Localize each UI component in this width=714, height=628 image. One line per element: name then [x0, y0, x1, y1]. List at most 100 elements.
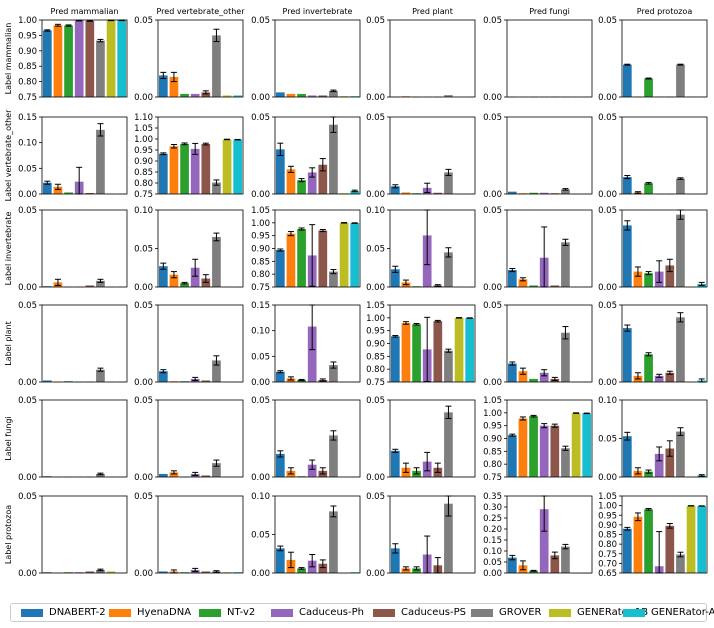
- y-tick-label: 0.85: [18, 62, 37, 72]
- bar: [318, 230, 328, 287]
- legend-swatch: [21, 608, 43, 617]
- bar: [329, 90, 338, 97]
- y-tick-label: 0.00: [18, 569, 37, 579]
- bar: [676, 554, 685, 573]
- y-tick-label: 0.00: [251, 378, 270, 388]
- panel-frame: [157, 495, 244, 574]
- bar: [676, 178, 685, 194]
- y-tick-label: 0.05: [18, 206, 37, 216]
- bar: [96, 369, 105, 382]
- y-tick-label: 0.00: [366, 473, 385, 483]
- bar: [518, 418, 528, 477]
- panel-frame: [41, 19, 128, 98]
- bar: [169, 146, 179, 194]
- y-tick-label: 0.00: [483, 283, 502, 293]
- bar: [169, 472, 179, 477]
- bar: [318, 95, 328, 97]
- y-tick-label: 0.00: [18, 283, 37, 293]
- bar: [53, 186, 63, 194]
- y-tick-label: 0.00: [366, 283, 385, 293]
- bar: [85, 20, 95, 98]
- bar: [329, 365, 338, 382]
- legend-label: Caduceus-PS: [401, 607, 466, 618]
- bar: [233, 95, 243, 97]
- bar: [507, 363, 517, 382]
- bar: [275, 250, 285, 287]
- bar: [158, 266, 168, 287]
- column-title: Pred invertebrate: [283, 7, 353, 16]
- bar: [297, 379, 306, 382]
- panel-frame: [41, 304, 128, 383]
- legend-item: GENERator-1B: [549, 604, 648, 621]
- y-tick-label: 0.05: [483, 558, 502, 568]
- bar: [539, 425, 549, 477]
- bar: [539, 372, 549, 382]
- bar: [622, 328, 632, 382]
- bar: [96, 129, 105, 194]
- y-tick-label: 0.05: [251, 352, 270, 362]
- y-tick-label: 0.10: [134, 206, 153, 216]
- bar: [654, 375, 664, 382]
- panel-frame: [389, 19, 476, 98]
- legend-item: Caduceus-PS: [373, 604, 466, 621]
- y-tick-label: 0.05: [366, 113, 385, 123]
- y-tick-label: 0.80: [366, 365, 385, 375]
- bar: [350, 223, 360, 287]
- bar: [275, 149, 285, 194]
- y-tick-label: 0.05: [366, 396, 385, 406]
- y-tick-label: 0.05: [483, 301, 502, 311]
- bar: [676, 317, 685, 382]
- y-tick-label: 0.05: [18, 164, 37, 174]
- bar: [307, 326, 317, 382]
- bar: [64, 25, 73, 97]
- y-tick-label: 0.05: [251, 396, 270, 406]
- bar: [96, 473, 105, 477]
- bar: [561, 189, 570, 194]
- y-tick-label: 0.95: [598, 511, 617, 521]
- y-tick-label: 0.00: [251, 190, 270, 200]
- y-tick-label: 0.70: [598, 559, 617, 569]
- bar: [676, 64, 685, 97]
- y-tick-label: 1.05: [134, 124, 153, 134]
- y-tick-label: 0.00: [251, 93, 270, 103]
- y-tick-label: 0.00: [598, 283, 617, 293]
- legend-item: GROVER: [471, 604, 542, 621]
- y-tick-label: 0.90: [483, 435, 502, 445]
- bar: [622, 436, 632, 477]
- y-tick-label: 0.95: [134, 146, 153, 156]
- bar: [339, 222, 349, 287]
- legend-label: GENERator-1B: [577, 607, 649, 618]
- bar: [106, 571, 116, 573]
- legend-label: GROVER: [499, 607, 542, 618]
- bar: [74, 20, 84, 97]
- y-tick-label: 0.00: [598, 473, 617, 483]
- bar: [622, 225, 632, 287]
- panel-frame: [157, 304, 244, 383]
- y-tick-label: 1.05: [251, 206, 270, 216]
- bar: [329, 124, 338, 194]
- bar: [297, 180, 306, 194]
- panel-frame: [274, 399, 361, 478]
- y-tick-label: 0.05: [251, 113, 270, 123]
- legend-swatch: [471, 608, 493, 617]
- y-tick-label: 0.05: [134, 492, 153, 502]
- panel-frame: [274, 116, 361, 195]
- bar: [64, 192, 73, 194]
- bar: [275, 371, 285, 382]
- column-title: Pred mammalian: [51, 7, 119, 16]
- y-tick-label: 1.10: [134, 113, 153, 123]
- column-title: Pred plant: [412, 7, 453, 16]
- bar: [180, 283, 189, 287]
- bar: [444, 95, 453, 97]
- bar: [644, 354, 653, 382]
- bar: [201, 144, 211, 194]
- bar: [201, 92, 211, 97]
- column-title: Pred fungi: [529, 7, 570, 16]
- y-tick-label: 0.75: [134, 190, 153, 200]
- bar: [561, 448, 570, 477]
- bar: [529, 285, 538, 287]
- y-tick-label: 0.90: [366, 340, 385, 350]
- y-tick-label: 0.85: [366, 352, 385, 362]
- column-title: Pred protozoa: [637, 7, 693, 16]
